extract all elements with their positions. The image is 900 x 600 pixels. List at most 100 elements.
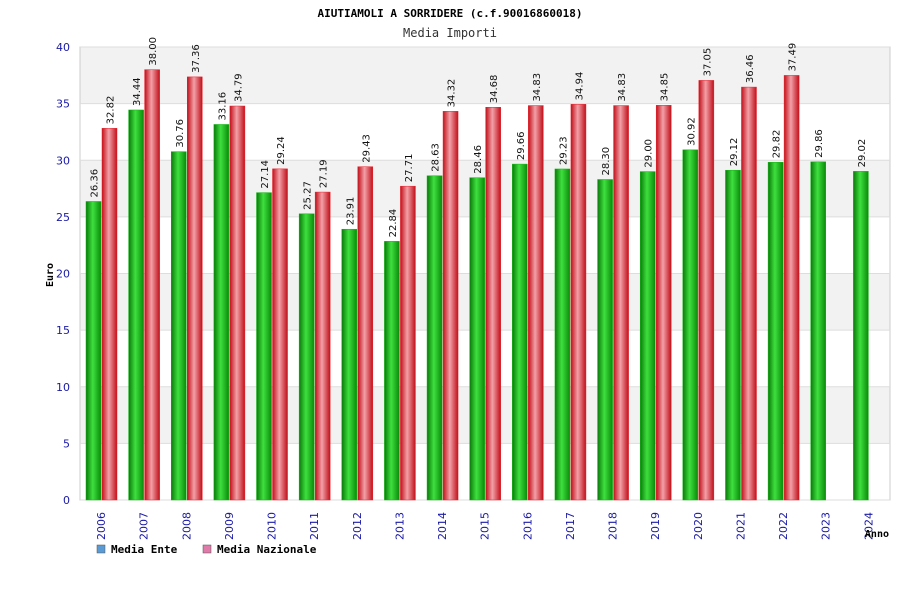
y-tick-label: 10 bbox=[56, 381, 70, 394]
bar-media-ente bbox=[554, 168, 571, 501]
bar-media-ente bbox=[171, 151, 187, 501]
y-tick-label: 5 bbox=[63, 437, 70, 450]
x-tick-label: 2010 bbox=[266, 512, 279, 540]
value-label-media-nazionale: 36.46 bbox=[745, 54, 756, 83]
bar-media-ente bbox=[298, 213, 315, 501]
value-label-media-nazionale: 38.00 bbox=[148, 37, 159, 66]
value-label-media-ente: 29.66 bbox=[516, 131, 527, 160]
x-tick-label: 2011 bbox=[308, 512, 321, 540]
y-tick-label: 25 bbox=[56, 211, 70, 224]
x-axis-ticks: 2006 2007 2008 2009 2010 2011 2012 2013 2014 2015… bbox=[95, 512, 875, 540]
bar-media-nazionale bbox=[272, 168, 288, 501]
bar-media-nazionale bbox=[528, 105, 544, 501]
y-tick-label: 20 bbox=[56, 268, 70, 281]
y-tick-label: 0 bbox=[63, 494, 70, 507]
legend-swatch bbox=[96, 544, 106, 554]
value-label-media-ente: 23.91 bbox=[345, 197, 356, 226]
value-label-media-nazionale: 37.49 bbox=[788, 43, 799, 72]
x-axis-title: Anno bbox=[865, 529, 889, 540]
value-label-media-nazionale: 34.83 bbox=[617, 73, 628, 102]
bar-media-nazionale bbox=[741, 86, 757, 501]
chart-subtitle: Media Importi bbox=[403, 26, 497, 40]
bar-media-ente bbox=[469, 177, 485, 501]
bar-media-ente bbox=[639, 171, 656, 501]
x-tick-label: 2024 bbox=[862, 512, 875, 540]
legend: Media Ente Media Nazionale bbox=[96, 543, 317, 556]
value-label-media-ente: 26.36 bbox=[90, 169, 101, 198]
bar-media-ente bbox=[426, 175, 443, 501]
x-tick-label: 2017 bbox=[564, 512, 577, 540]
bar-media-ente bbox=[341, 228, 358, 501]
bar-media-ente bbox=[853, 171, 869, 501]
bar-media-nazionale bbox=[442, 111, 459, 501]
value-label-media-ente: 27.14 bbox=[260, 160, 271, 189]
x-tick-label: 2013 bbox=[393, 512, 406, 540]
value-label-media-ente: 34.44 bbox=[132, 77, 143, 106]
bar-media-ente bbox=[85, 201, 102, 501]
bar-media-ente bbox=[682, 149, 699, 501]
x-tick-label: 2018 bbox=[607, 512, 620, 540]
value-label-media-ente: 28.30 bbox=[601, 147, 612, 176]
x-tick-label: 2015 bbox=[479, 512, 492, 540]
bar-media-ente bbox=[213, 124, 230, 501]
value-label-media-nazionale: 34.32 bbox=[447, 79, 458, 108]
value-label-media-nazionale: 34.85 bbox=[660, 73, 671, 102]
value-label-media-ente: 29.23 bbox=[558, 136, 569, 165]
bar-media-nazionale bbox=[314, 191, 331, 501]
y-axis-ticks: 0 5 10 15 20 25 30 35 40 bbox=[56, 41, 70, 507]
x-tick-label: 2021 bbox=[734, 512, 747, 540]
bar-media-nazionale bbox=[229, 105, 246, 501]
value-label-media-nazionale: 37.05 bbox=[702, 48, 713, 77]
value-label-media-ente: 25.27 bbox=[303, 181, 314, 210]
value-label-media-ente: 30.76 bbox=[175, 119, 186, 148]
bar-media-nazionale bbox=[613, 105, 629, 501]
chart-title: AIUTIAMOLI A SORRIDERE (c.f.90016860018) bbox=[318, 7, 583, 20]
value-label-media-nazionale: 34.79 bbox=[233, 73, 244, 102]
x-tick-label: 2022 bbox=[777, 512, 790, 540]
x-tick-label: 2019 bbox=[649, 512, 662, 540]
value-label-media-nazionale: 34.83 bbox=[532, 73, 543, 102]
value-label-media-nazionale: 32.82 bbox=[106, 96, 117, 125]
bar-media-ente bbox=[384, 241, 400, 501]
value-label-media-nazionale: 27.19 bbox=[319, 159, 330, 188]
value-label-media-nazionale: 37.36 bbox=[191, 44, 202, 73]
legend-swatch bbox=[202, 544, 212, 554]
bar-media-nazionale bbox=[187, 76, 203, 501]
value-label-media-ente: 29.12 bbox=[729, 138, 740, 167]
y-axis-title: Euro bbox=[45, 263, 56, 287]
x-tick-label: 2020 bbox=[692, 512, 705, 540]
x-tick-label: 2006 bbox=[95, 512, 108, 540]
legend-label: Media Ente bbox=[111, 543, 178, 556]
value-label-media-ente: 29.00 bbox=[644, 139, 655, 168]
bar-media-nazionale bbox=[485, 106, 501, 501]
x-tick-label: 2014 bbox=[436, 512, 449, 540]
value-label-media-ente: 29.02 bbox=[857, 139, 868, 168]
bar-media-ente bbox=[128, 109, 144, 501]
bar-media-nazionale bbox=[144, 69, 160, 501]
x-tick-label: 2007 bbox=[138, 512, 151, 540]
value-label-media-ente: 22.84 bbox=[388, 209, 399, 238]
bar-media-nazionale bbox=[400, 185, 416, 501]
value-label-media-nazionale: 34.94 bbox=[574, 72, 585, 101]
bar-media-ente bbox=[767, 162, 784, 501]
x-tick-label: 2012 bbox=[351, 512, 364, 540]
value-label-media-nazionale: 34.68 bbox=[489, 75, 500, 104]
bar-media-nazionale bbox=[101, 128, 118, 501]
y-tick-label: 40 bbox=[56, 41, 70, 54]
y-tick-label: 30 bbox=[56, 154, 70, 167]
bar-media-nazionale bbox=[698, 80, 715, 501]
bar-media-ente bbox=[597, 179, 613, 501]
bar-media-nazionale bbox=[783, 75, 800, 501]
bar-media-nazionale bbox=[655, 105, 672, 501]
value-label-media-nazionale: 29.43 bbox=[361, 134, 372, 163]
bar-media-nazionale bbox=[357, 166, 374, 501]
legend-label: Media Nazionale bbox=[217, 543, 317, 556]
bar-media-ente bbox=[256, 192, 272, 501]
value-label-media-nazionale: 27.71 bbox=[404, 154, 415, 183]
x-tick-label: 2009 bbox=[223, 512, 236, 540]
bars: 26.36 32.82 34.44 38.00 30.76 37.36 33.16 34.79… bbox=[85, 37, 869, 501]
y-tick-label: 15 bbox=[56, 324, 70, 337]
bar-media-ente bbox=[810, 161, 826, 501]
y-tick-label: 35 bbox=[56, 98, 70, 111]
